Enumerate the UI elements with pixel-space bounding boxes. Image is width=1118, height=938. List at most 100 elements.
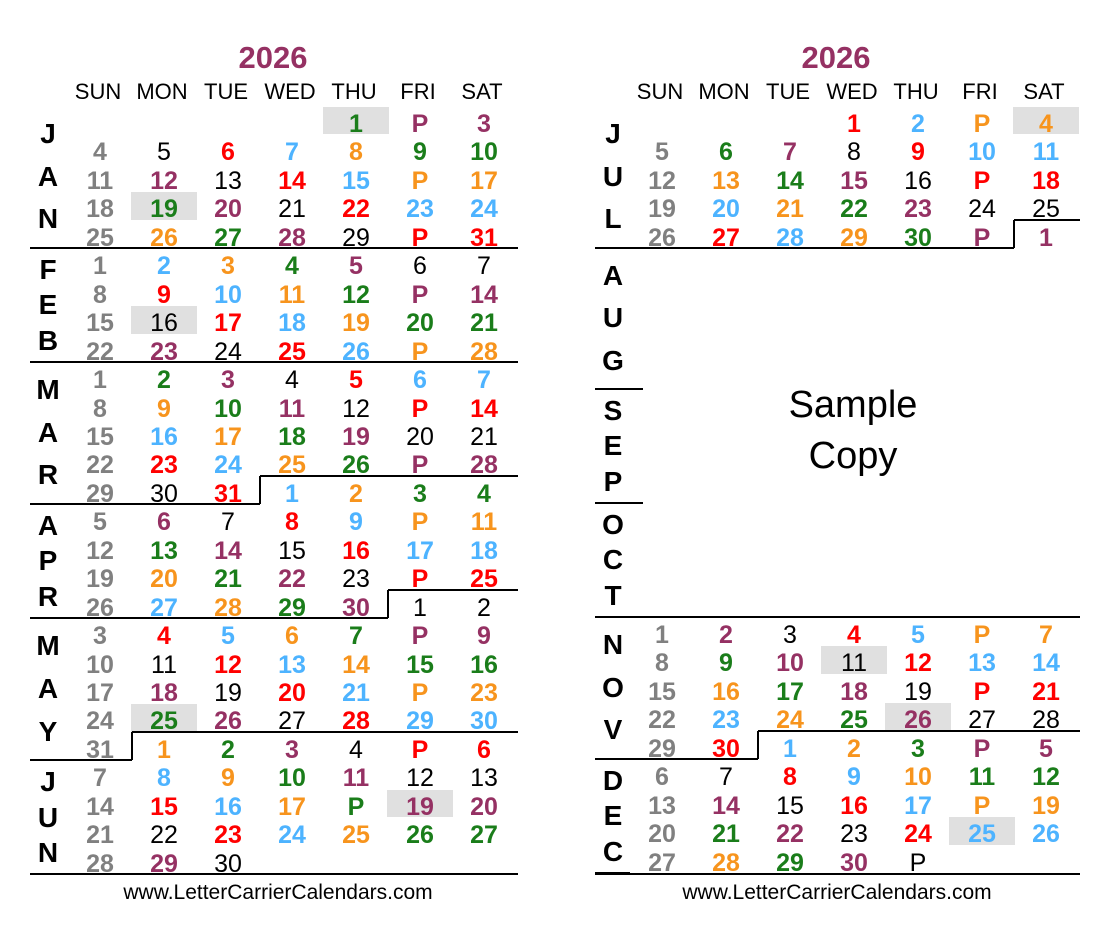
month-label-aug: AUG [602, 260, 624, 376]
day-cell: 6 [655, 763, 669, 792]
day-cell: 20 [712, 195, 740, 224]
day-cell: 10 [278, 764, 306, 793]
day-cell: 2 [719, 621, 733, 649]
day-cell: 21 [86, 821, 114, 850]
day-cell: 8 [655, 649, 669, 678]
day-cell: 16 [712, 677, 740, 706]
day-cell: 28 [214, 593, 242, 622]
day-cell: 27 [278, 707, 306, 736]
month-label-block: NOV [593, 617, 633, 759]
day-cell: 30 [712, 734, 740, 763]
day-cell: 5 [349, 366, 363, 395]
day-cell: 29 [86, 479, 114, 508]
day-cell: 20 [150, 565, 178, 594]
payday-marker: P [973, 677, 991, 706]
day-cell: 8 [783, 763, 797, 792]
day-cell: 14 [470, 280, 498, 309]
day-cell: 27 [968, 706, 996, 735]
day-cell: 2 [911, 110, 925, 138]
day-cell: 1 [655, 621, 669, 649]
day-cell: 26 [342, 337, 370, 366]
day-cell: 22 [776, 820, 804, 849]
day-cell: 25 [278, 451, 306, 480]
day-cell: 15 [342, 166, 370, 195]
day-cell: 23 [342, 565, 370, 594]
payday-marker: P [411, 223, 429, 252]
day-cell: 3 [413, 479, 427, 508]
divider-line [1014, 218, 1080, 221]
payday-marker: P [973, 110, 991, 138]
day-cell: 15 [776, 791, 804, 820]
day-cell: 25 [278, 337, 306, 366]
day-cell: 3 [221, 252, 235, 281]
day-cell: 12 [86, 536, 114, 565]
day-cell: 22 [86, 337, 114, 366]
holiday-highlight [821, 646, 887, 674]
month-label-apr: APR [37, 510, 59, 612]
day-cell: 24 [470, 195, 498, 224]
day-cell: 16 [342, 536, 370, 565]
divider-line [30, 361, 68, 364]
day-cell: 18 [278, 309, 306, 338]
day-cell: 15 [86, 309, 114, 338]
divider-line [30, 247, 68, 250]
day-cell: 16 [904, 166, 932, 195]
day-cell: 7 [93, 764, 107, 793]
day-cell: 19 [406, 792, 434, 821]
day-cell: 14 [1032, 649, 1060, 678]
weekday-header-fri: FRI [400, 79, 436, 104]
day-cell: 10 [470, 138, 498, 167]
weekday-header-thu: THU [893, 79, 939, 104]
divider-line [757, 730, 759, 760]
day-cell: 8 [285, 508, 299, 537]
day-cell: 5 [157, 138, 171, 167]
day-cell: 8 [93, 394, 107, 423]
weekday-header-mon: MON [136, 79, 188, 104]
day-cell: 5 [349, 252, 363, 281]
weekday-header-sat: SAT [461, 79, 503, 104]
day-cell: 20 [470, 792, 498, 821]
day-cell: 28 [712, 848, 740, 877]
website-footer-right[interactable]: www.LetterCarrierCalendars.com [682, 881, 992, 904]
day-cell: 7 [349, 622, 363, 651]
divider-line [595, 873, 1080, 876]
day-cell: 4 [349, 735, 363, 764]
day-cell: 24 [214, 337, 242, 366]
divider-line [595, 388, 643, 390]
month-label-mar: MAR [36, 374, 60, 491]
website-footer-left[interactable]: www.LetterCarrierCalendars.com [123, 881, 433, 904]
divider-line [260, 474, 518, 477]
day-cell: 21 [470, 422, 498, 451]
day-cell: 3 [221, 366, 235, 395]
weekday-header-wed: WED [264, 79, 316, 104]
weekday-header-tue: TUE [766, 79, 810, 104]
day-cell: 13 [278, 650, 306, 679]
day-cell: 8 [847, 138, 861, 167]
divider-line [68, 361, 518, 364]
weekday-header-sat: SAT [1023, 79, 1065, 104]
month-label-block: DEC [593, 759, 633, 873]
day-cell: 21 [470, 309, 498, 338]
day-cell: 25 [1032, 195, 1060, 224]
day-cell: 21 [342, 679, 370, 707]
day-cell: 2 [157, 366, 171, 395]
divider-line [68, 503, 260, 506]
divider-line [595, 502, 643, 504]
month-label-may: MAY [36, 630, 60, 747]
holiday-highlight [323, 107, 389, 135]
day-cell: 24 [776, 706, 804, 735]
day-cell: 6 [285, 622, 299, 651]
day-cell: 12 [904, 649, 932, 678]
day-cell: 23 [150, 451, 178, 480]
month-label-feb: FEB [37, 253, 59, 356]
day-cell: 6 [477, 735, 491, 764]
day-cell: 15 [150, 792, 178, 821]
weekday-header-tue: TUE [204, 79, 248, 104]
day-cell: 19 [648, 195, 676, 224]
day-cell: 21 [712, 820, 740, 849]
day-cell: 15 [648, 677, 676, 706]
day-cell: 17 [278, 792, 306, 821]
day-cell: 22 [150, 821, 178, 850]
day-cell: 28 [1032, 706, 1060, 735]
day-cell: 2 [847, 734, 861, 763]
